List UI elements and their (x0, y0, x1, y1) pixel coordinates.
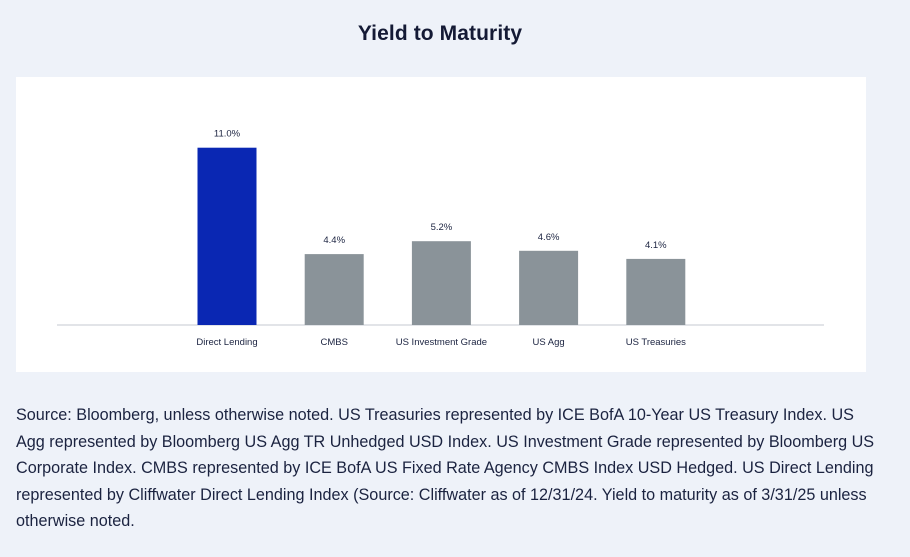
bar-value-label-us-agg: 4.6% (538, 232, 560, 243)
bar-us-agg (519, 250, 579, 325)
category-label-cmbs: CMBS (320, 337, 347, 348)
bar-value-label-direct-lending: 11.0% (214, 129, 241, 140)
source-footnote: Source: Bloomberg, unless otherwise note… (16, 406, 875, 530)
bar-us-investment-grade (411, 241, 471, 325)
category-label-direct-lending: Direct Lending (196, 337, 257, 348)
bar-direct-lending (197, 147, 257, 325)
category-label-us-treasuries: US Treasuries (626, 337, 686, 348)
category-label-us-agg: US Agg (532, 337, 564, 348)
bar-chart: 11.0% Direct Lending 4.4% CMBS 5.2% US Invest… (57, 129, 824, 348)
bar-value-label-cmbs: 4.4% (323, 235, 345, 246)
chart-title: Yield to Maturity (357, 22, 523, 45)
category-label-us-investment-grade: US Investment Grade (396, 337, 487, 348)
chart-panel: 11.0% Direct Lending 4.4% CMBS 5.2% US Invest… (16, 77, 866, 372)
bar-value-label-us-treasuries: 4.1% (645, 240, 667, 251)
bar-value-label-us-investment-grade: 5.2% (431, 222, 453, 233)
bar-cmbs (304, 254, 364, 325)
bar-us-treasuries (626, 258, 686, 325)
